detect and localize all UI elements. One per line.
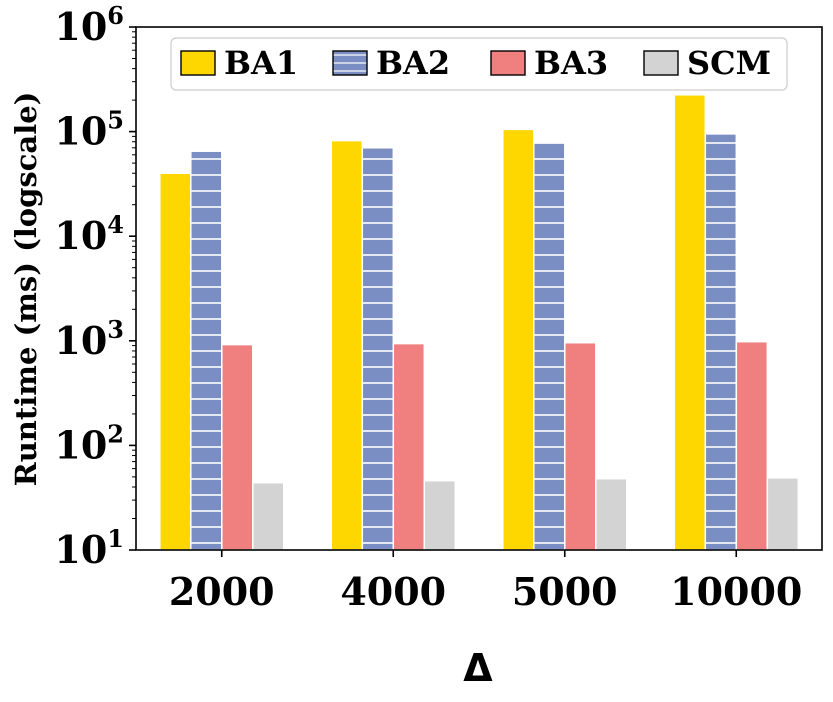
x-tick-label-10000: 10000: [670, 569, 802, 614]
y-tick-label-6: 106: [54, 1, 124, 49]
bar-scm-2000: [252, 481, 285, 551]
legend-box: [170, 37, 788, 91]
bar-ba2-10000: [704, 133, 738, 551]
bar-scm-10000: [766, 477, 800, 551]
y-tick-label-1: 101: [54, 524, 124, 572]
bar-ba2-5000: [533, 142, 566, 551]
bar-ba1-10000: [673, 94, 707, 551]
bar-ba2-2000: [190, 150, 223, 551]
bar-scm-5000: [595, 477, 628, 551]
legend-label-ba2: BA2: [376, 44, 450, 82]
bar-ba3-10000: [735, 340, 769, 551]
y-tick-label-2: 102: [54, 419, 124, 467]
legend: BA1 BA2 BA3 SCM: [170, 37, 788, 91]
legend-swatch-scm: [643, 50, 679, 76]
x-axis-label: Δ: [463, 646, 493, 690]
bar-ba1-4000: [330, 139, 364, 551]
bar-ba1-2000: [159, 172, 192, 551]
legend-label-ba1: BA1: [224, 44, 298, 82]
legend-swatch-ba3: [490, 50, 526, 76]
bar-ba3-5000: [564, 341, 597, 551]
x-tick-label-5000: 5000: [512, 569, 618, 614]
bar-scm-4000: [423, 479, 457, 551]
y-tick-label-3: 103: [54, 315, 124, 363]
legend-label-scm: SCM: [687, 44, 771, 82]
x-tick-label-2000: 2000: [169, 569, 275, 614]
legend-swatch-ba1: [180, 50, 216, 76]
bar-ba3-4000: [392, 342, 426, 551]
bar-ba1-5000: [502, 128, 535, 551]
legend-label-ba3: BA3: [534, 44, 608, 82]
y-tick-label-4: 104: [54, 210, 124, 258]
plot-frame: [135, 26, 823, 551]
bar-ba2-4000: [361, 147, 395, 551]
bar-ba3-2000: [221, 343, 254, 551]
x-tick-label-4000: 4000: [340, 569, 446, 614]
y-tick-label-5: 105: [54, 106, 124, 154]
y-axis-label: Runtime (ms) (logscale): [9, 92, 43, 487]
legend-swatch-ba2: [332, 50, 368, 76]
